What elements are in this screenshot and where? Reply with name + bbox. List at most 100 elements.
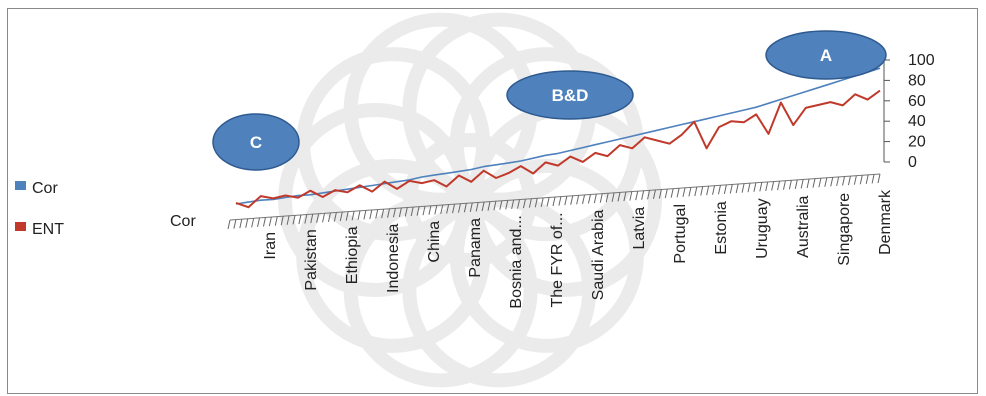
depth-tick (582, 194, 586, 205)
depth-tick (676, 188, 680, 198)
depth-tick (741, 183, 745, 193)
x-tick-label: Uruguay (754, 198, 771, 258)
depth-tick (806, 178, 810, 189)
depth-tick (357, 210, 361, 220)
y-tick-label: 60 (908, 93, 926, 110)
depth-tick (440, 204, 444, 215)
depth-tick (333, 212, 337, 222)
x-tick-label: Latvia (631, 207, 648, 250)
y-tick-label: 40 (908, 113, 926, 130)
watermark-arc (296, 158, 491, 353)
depth-tick (499, 200, 503, 210)
depth-tick (387, 208, 391, 218)
depth-tick (558, 196, 562, 206)
depth-tick (392, 208, 396, 218)
depth-tick (629, 191, 633, 201)
depth-tick (800, 179, 804, 189)
depth-tick (664, 188, 668, 199)
x-tick-label: Australia (795, 195, 812, 257)
depth-tick (298, 214, 302, 225)
depth-axis-ticks (227, 173, 881, 230)
depth-tick (398, 207, 402, 217)
legend-label-ent: ENT (32, 221, 64, 238)
depth-tick (747, 183, 751, 193)
depth-tick (517, 199, 521, 209)
x-tick-label: The FYR of... (549, 212, 566, 307)
depth-tick (369, 209, 373, 220)
depth-tick (871, 174, 875, 184)
depth-tick (753, 182, 757, 192)
depth-tick (410, 206, 414, 217)
annotation-bubble: C (212, 113, 300, 171)
x-tick-label: Pakistan (303, 229, 320, 290)
series-line-ent (235, 89, 881, 209)
depth-tick (771, 181, 775, 191)
x-tick-labels: Iran Pakistan Ethiopia Indonesia China Panama… (262, 189, 894, 309)
depth-tick (534, 198, 538, 208)
depth-tick (257, 217, 261, 228)
depth-tick (593, 193, 597, 204)
depth-tick (493, 201, 497, 211)
bubble-label: B&D (552, 86, 589, 105)
depth-tick (729, 184, 733, 194)
depth-tick (345, 211, 349, 221)
watermark-arc (296, 47, 491, 242)
depth-tick (274, 216, 278, 226)
x-tick-label: Denmark (877, 189, 894, 255)
depth-tick (712, 185, 716, 195)
depth-tick (428, 205, 432, 215)
depth-tick (605, 193, 609, 203)
depth-tick (375, 209, 379, 219)
depth-tick (847, 175, 851, 186)
y-tick-label: 100 (908, 52, 935, 69)
depth-tick (268, 216, 272, 227)
legend-label-cor: Cor (32, 180, 58, 197)
y-axis: 0 20 40 60 80 100 (883, 52, 935, 171)
depth-tick (475, 202, 479, 212)
depth-tick (286, 215, 290, 225)
depth-tick (782, 180, 786, 190)
depth-tick (322, 213, 326, 223)
watermark-arc (343, 193, 538, 388)
depth-tick (830, 177, 834, 187)
depth-tick (339, 211, 343, 222)
depth-tick (316, 213, 320, 223)
depth-tick (262, 217, 266, 227)
depth-tick (540, 197, 544, 207)
depth-tick (842, 176, 846, 186)
x-tick-label: Bosnia and... (508, 215, 525, 308)
y-tick-label: 20 (908, 134, 926, 151)
depth-axis-label: Cor (170, 213, 196, 230)
depth-tick (599, 193, 603, 203)
depth-tick (251, 218, 255, 228)
depth-tick (511, 199, 515, 210)
depth-tick (528, 198, 532, 208)
depth-tick (777, 181, 781, 191)
series-line-cor (235, 67, 881, 205)
depth-tick (617, 192, 621, 202)
bubble-shape (212, 113, 300, 171)
depth-tick (794, 179, 798, 189)
depth-tick (658, 189, 662, 199)
depth-tick (227, 219, 231, 230)
depth-tick (487, 201, 491, 211)
bubble-shape (506, 70, 634, 120)
annotation-bubble: A (765, 30, 887, 80)
depth-tick (327, 212, 331, 222)
depth-tick (641, 190, 645, 200)
depth-tick (788, 180, 792, 190)
legend-swatch-ent (15, 222, 26, 231)
depth-tick (735, 183, 739, 194)
y-tick-label: 0 (908, 154, 917, 171)
watermark-arc (402, 193, 597, 388)
x-tick-label: Panama (467, 218, 484, 278)
depth-tick (670, 188, 674, 198)
depth-tick (859, 175, 863, 185)
depth-tick (706, 186, 710, 196)
depth-tick (570, 195, 574, 205)
depth-tick (836, 176, 840, 187)
depth-tick (546, 197, 550, 207)
depth-tick (759, 182, 763, 192)
x-tick-label: Estonia (713, 201, 730, 254)
x-tick-label: Portugal (672, 204, 689, 264)
